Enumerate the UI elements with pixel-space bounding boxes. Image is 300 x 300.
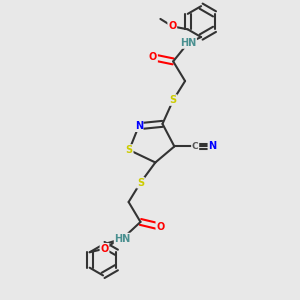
Text: S: S — [126, 145, 133, 155]
Text: HN: HN — [115, 234, 131, 244]
Text: O: O — [149, 52, 157, 62]
Text: C: C — [192, 142, 199, 151]
Text: HN: HN — [180, 38, 196, 48]
Text: O: O — [100, 244, 109, 254]
Text: N: N — [135, 121, 143, 131]
Text: O: O — [156, 222, 164, 232]
Text: S: S — [169, 95, 177, 105]
Text: N: N — [208, 141, 217, 152]
Text: S: S — [137, 178, 144, 188]
Text: O: O — [168, 21, 176, 32]
